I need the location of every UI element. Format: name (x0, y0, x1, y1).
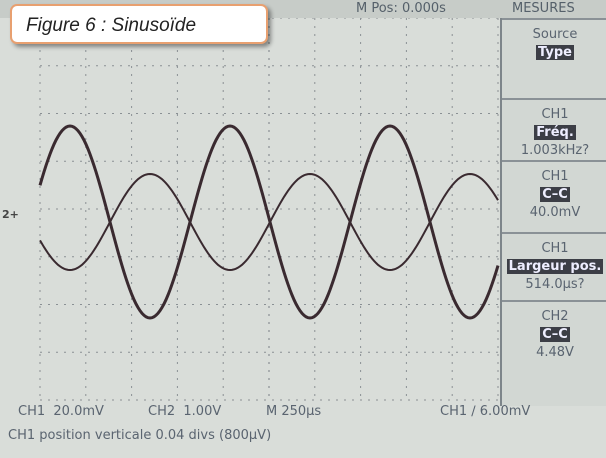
time-position: M Pos: 0.000s (356, 1, 446, 16)
menu-channel: CH1 (541, 107, 569, 122)
status-time: M 250µs (266, 404, 322, 419)
menu-label: Largeur pos. (506, 259, 604, 274)
menu-label: Source (532, 27, 578, 42)
menu-item[interactable]: CH1 Largeur pos. 514.0µs? (502, 232, 606, 308)
menu-item[interactable]: CH2 C–C 4.48V (502, 300, 606, 396)
menu-channel: CH1 (541, 169, 569, 184)
status-ch1: CH1 20.0mV (18, 404, 104, 419)
status-message: CH1 position verticale 0.04 divs (800µV) (8, 428, 272, 443)
menu-channel: CH2 (541, 309, 569, 324)
menu-value: 4.48V (536, 345, 574, 360)
waveform-ch2 (39, 172, 499, 272)
menu-value: 514.0µs? (525, 277, 585, 292)
figure-caption: Figure 6 : Sinusoïde (10, 4, 268, 44)
menu-value: Type (536, 45, 574, 60)
channel-marker: 2+ (2, 208, 19, 221)
status-ch2: CH2 1.00V (148, 404, 222, 419)
menu-label: C–C (540, 187, 570, 202)
menu-value: 40.0mV (529, 205, 581, 220)
graticule (39, 17, 499, 401)
menu-item[interactable]: CH1 Fréq. 1.003kHz? (502, 98, 606, 168)
status-trigger: CH1 ∕ 6.00mV (440, 404, 531, 419)
waveform-ch1 (38, 124, 500, 320)
menu-label: Fréq. (534, 125, 576, 140)
menu-title: MESURES (512, 1, 575, 16)
menu-value: 1.003kHz? (520, 143, 590, 158)
menu-label: C–C (540, 327, 570, 342)
menu-channel: CH1 (541, 241, 569, 256)
menu-item[interactable]: CH1 C–C 40.0mV (502, 160, 606, 240)
menu-item[interactable]: Source Type (502, 18, 606, 106)
measure-menu: Source Type CH1 Fréq. 1.003kHz? CH1 C–C 40.0mV C… (500, 18, 606, 406)
